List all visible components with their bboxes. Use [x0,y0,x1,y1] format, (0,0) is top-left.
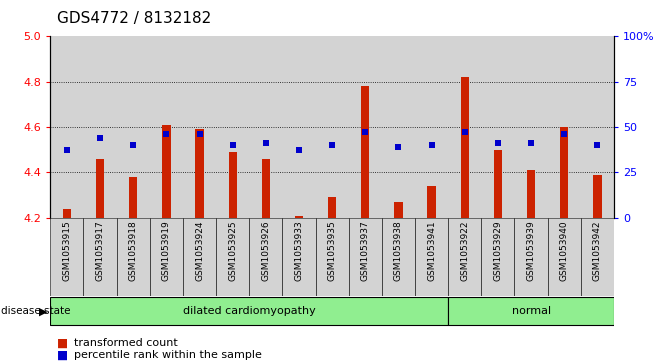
Text: disease state: disease state [1,306,70,316]
Bar [560,127,568,218]
Bar [282,218,315,296]
Bar [395,202,403,218]
Bar [162,125,170,218]
Bar [460,77,469,218]
Bar [349,218,382,296]
Text: GSM1053935: GSM1053935 [327,220,337,281]
Bar [216,36,249,218]
Bar [349,36,382,218]
Text: ▶: ▶ [38,306,47,316]
Bar [282,36,315,218]
Bar [415,36,448,218]
Bar [50,36,83,218]
Text: GSM1053937: GSM1053937 [361,220,370,281]
Text: GSM1053933: GSM1053933 [295,220,303,281]
Text: percentile rank within the sample: percentile rank within the sample [74,350,262,360]
Text: GSM1053942: GSM1053942 [593,220,602,281]
Text: GSM1053925: GSM1053925 [228,220,237,281]
Bar [361,86,370,218]
Bar [382,36,415,218]
Bar [249,218,282,296]
Bar [129,177,138,218]
Bar [581,36,614,218]
Bar [593,175,601,218]
Text: GDS4772 / 8132182: GDS4772 / 8132182 [57,11,211,26]
Text: GSM1053924: GSM1053924 [195,220,204,281]
Bar [216,218,249,296]
Bar [315,36,349,218]
Text: ■: ■ [57,337,68,350]
Text: GSM1053941: GSM1053941 [427,220,436,281]
Bar [150,218,183,296]
Bar [183,218,216,296]
Bar [50,297,448,325]
Bar [448,36,481,218]
Bar [548,218,581,296]
Bar [481,218,515,296]
Bar [150,36,183,218]
Bar [494,150,502,218]
Bar [527,170,535,218]
Bar [83,218,117,296]
Bar [83,36,117,218]
Bar [315,218,349,296]
Bar [195,129,204,218]
Bar [262,159,270,218]
Bar [96,159,104,218]
Bar [117,218,150,296]
Text: GSM1053929: GSM1053929 [493,220,503,281]
Bar [515,218,548,296]
Bar [183,36,216,218]
Bar [481,36,515,218]
Text: ■: ■ [57,348,68,362]
Bar [249,36,282,218]
Bar [415,218,448,296]
Text: normal: normal [511,306,551,316]
Bar [548,36,581,218]
Bar [581,218,614,296]
Text: GSM1053919: GSM1053919 [162,220,171,281]
Bar [448,218,481,296]
Bar [448,297,614,325]
Bar [63,209,71,218]
Text: GSM1053917: GSM1053917 [95,220,105,281]
Text: GSM1053939: GSM1053939 [527,220,535,281]
Bar [515,36,548,218]
Text: GSM1053940: GSM1053940 [560,220,569,281]
Bar [50,218,83,296]
Bar [382,218,415,296]
Text: GSM1053918: GSM1053918 [129,220,138,281]
Bar [117,36,150,218]
Bar [229,152,237,218]
Text: GSM1053938: GSM1053938 [394,220,403,281]
Text: GSM1053922: GSM1053922 [460,220,469,281]
Bar [328,197,336,218]
Text: GSM1053926: GSM1053926 [261,220,270,281]
Text: transformed count: transformed count [74,338,178,348]
Bar [295,216,303,218]
Bar [427,186,435,218]
Text: dilated cardiomyopathy: dilated cardiomyopathy [183,306,315,316]
Text: GSM1053915: GSM1053915 [62,220,71,281]
